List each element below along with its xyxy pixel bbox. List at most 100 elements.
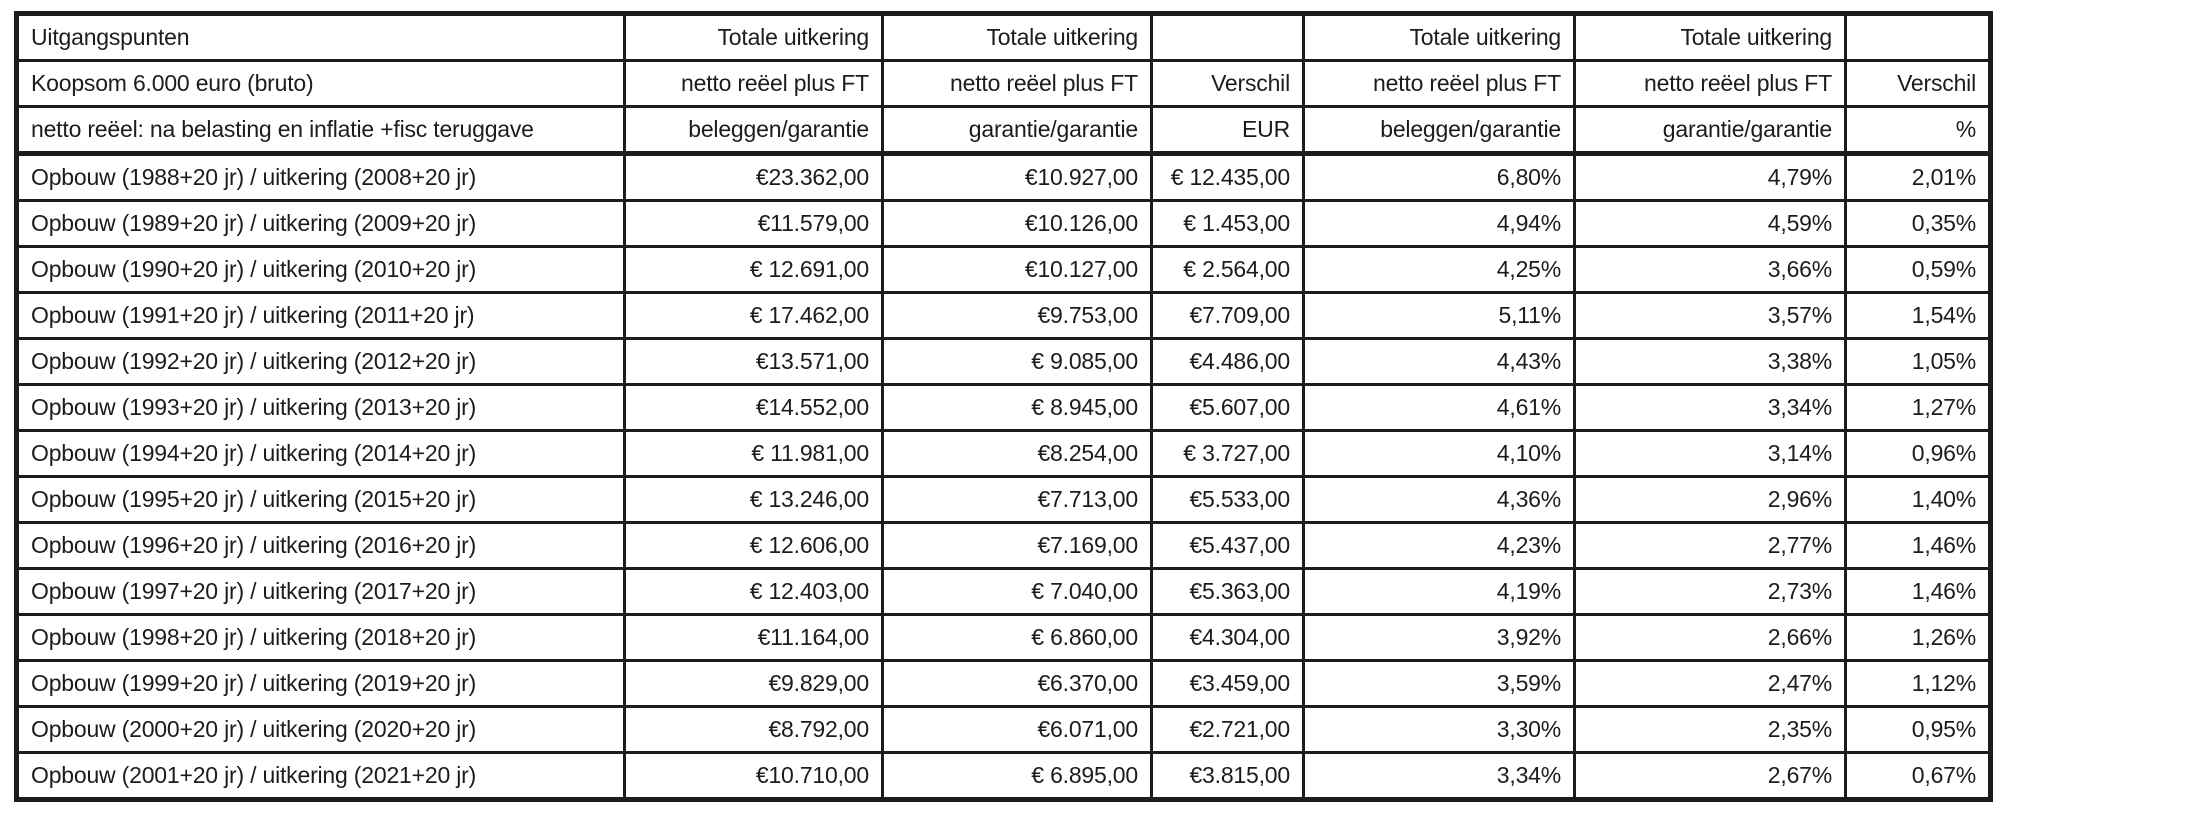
header-blank-2	[1844, 12, 1992, 62]
totale-uitkering-garantie-pct-cell: 3,38%	[1573, 337, 1847, 386]
header-netto-reeel-definitie: netto reëel: na belasting en inflatie +f…	[15, 105, 626, 156]
totale-uitkering-beleggen-eur-cell: € 17.462,00	[623, 291, 884, 340]
row-label-cell: Opbouw (2001+20 jr) / uitkering (2021+20…	[15, 751, 626, 801]
totale-uitkering-garantie-pct-cell: 2,67%	[1573, 751, 1847, 801]
totale-uitkering-garantie-eur-cell: €6.071,00	[881, 705, 1153, 754]
table-header: Uitgangspunten Totale uitkering Totale u…	[15, 12, 1992, 156]
verschil-pct-cell: 1,46%	[1844, 567, 1992, 616]
header-verschil-1: Verschil	[1150, 59, 1305, 108]
verschil-pct-cell: 1,54%	[1844, 291, 1992, 340]
totale-uitkering-garantie-eur-cell: €10.126,00	[881, 199, 1153, 248]
totale-uitkering-beleggen-pct-cell: 6,80%	[1302, 152, 1576, 202]
verschil-eur-cell: €4.486,00	[1150, 337, 1305, 386]
header-netto-reeel-ft-4: netto reëel plus FT	[1573, 59, 1847, 108]
row-label-cell: Opbouw (1995+20 jr) / uitkering (2015+20…	[15, 475, 626, 524]
row-label-cell: Opbouw (1989+20 jr) / uitkering (2009+20…	[15, 199, 626, 248]
table-row: Opbouw (1998+20 jr) / uitkering (2018+20…	[15, 613, 1992, 662]
header-row-netto-reeel: netto reëel: na belasting en inflatie +f…	[15, 105, 1992, 156]
totale-uitkering-beleggen-pct-cell: 3,59%	[1302, 659, 1576, 708]
verschil-eur-cell: €2.721,00	[1150, 705, 1305, 754]
totale-uitkering-garantie-eur-cell: €9.753,00	[881, 291, 1153, 340]
verschil-eur-cell: € 1.453,00	[1150, 199, 1305, 248]
table-row: Opbouw (1996+20 jr) / uitkering (2016+20…	[15, 521, 1992, 570]
verschil-eur-cell: €3.459,00	[1150, 659, 1305, 708]
totale-uitkering-beleggen-pct-cell: 4,25%	[1302, 245, 1576, 294]
header-eur-unit: EUR	[1150, 105, 1305, 156]
header-totale-uitkering-4: Totale uitkering	[1573, 12, 1847, 62]
table-row: Opbouw (2001+20 jr) / uitkering (2021+20…	[15, 751, 1992, 801]
header-garantie-garantie-1: garantie/garantie	[881, 105, 1153, 156]
header-netto-reeel-ft-2: netto reëel plus FT	[881, 59, 1153, 108]
totale-uitkering-beleggen-pct-cell: 4,36%	[1302, 475, 1576, 524]
totale-uitkering-beleggen-pct-cell: 5,11%	[1302, 291, 1576, 340]
totale-uitkering-garantie-pct-cell: 2,73%	[1573, 567, 1847, 616]
totale-uitkering-garantie-eur-cell: € 6.860,00	[881, 613, 1153, 662]
totale-uitkering-beleggen-eur-cell: € 12.403,00	[623, 567, 884, 616]
verschil-eur-cell: € 3.727,00	[1150, 429, 1305, 478]
totale-uitkering-beleggen-eur-cell: €8.792,00	[623, 705, 884, 754]
header-pct-unit: %	[1844, 105, 1992, 156]
verschil-eur-cell: €5.607,00	[1150, 383, 1305, 432]
verschil-eur-cell: €5.363,00	[1150, 567, 1305, 616]
totale-uitkering-beleggen-eur-cell: € 12.606,00	[623, 521, 884, 570]
header-totale-uitkering-1: Totale uitkering	[623, 12, 884, 62]
totale-uitkering-garantie-eur-cell: €10.927,00	[881, 152, 1153, 202]
totale-uitkering-garantie-eur-cell: €7.713,00	[881, 475, 1153, 524]
totale-uitkering-garantie-pct-cell: 3,14%	[1573, 429, 1847, 478]
totale-uitkering-beleggen-pct-cell: 3,34%	[1302, 751, 1576, 801]
totale-uitkering-garantie-pct-cell: 3,34%	[1573, 383, 1847, 432]
header-totale-uitkering-2: Totale uitkering	[881, 12, 1153, 62]
row-label-cell: Opbouw (1998+20 jr) / uitkering (2018+20…	[15, 613, 626, 662]
table-row: Opbouw (1992+20 jr) / uitkering (2012+20…	[15, 337, 1992, 386]
verschil-pct-cell: 1,40%	[1844, 475, 1992, 524]
table-body: Opbouw (1988+20 jr) / uitkering (2008+20…	[15, 152, 1992, 801]
totale-uitkering-garantie-pct-cell: 2,47%	[1573, 659, 1847, 708]
totale-uitkering-beleggen-pct-cell: 4,43%	[1302, 337, 1576, 386]
totale-uitkering-beleggen-eur-cell: €14.552,00	[623, 383, 884, 432]
totale-uitkering-garantie-pct-cell: 4,59%	[1573, 199, 1847, 248]
row-label-cell: Opbouw (1999+20 jr) / uitkering (2019+20…	[15, 659, 626, 708]
totale-uitkering-garantie-eur-cell: €7.169,00	[881, 521, 1153, 570]
totale-uitkering-garantie-eur-cell: €6.370,00	[881, 659, 1153, 708]
table-row: Opbouw (2000+20 jr) / uitkering (2020+20…	[15, 705, 1992, 754]
verschil-eur-cell: € 12.435,00	[1150, 152, 1305, 202]
document-page: Uitgangspunten Totale uitkering Totale u…	[14, 11, 1993, 802]
table-row: Opbouw (1995+20 jr) / uitkering (2015+20…	[15, 475, 1992, 524]
header-garantie-garantie-2: garantie/garantie	[1573, 105, 1847, 156]
header-beleggen-garantie-2: beleggen/garantie	[1302, 105, 1576, 156]
table-row: Opbouw (1991+20 jr) / uitkering (2011+20…	[15, 291, 1992, 340]
header-netto-reeel-ft-1: netto reëel plus FT	[623, 59, 884, 108]
totale-uitkering-garantie-eur-cell: € 9.085,00	[881, 337, 1153, 386]
verschil-eur-cell: €5.533,00	[1150, 475, 1305, 524]
verschil-eur-cell: €5.437,00	[1150, 521, 1305, 570]
header-koopsom: Koopsom 6.000 euro (bruto)	[15, 59, 626, 108]
row-label-cell: Opbouw (1990+20 jr) / uitkering (2010+20…	[15, 245, 626, 294]
table-row: Opbouw (1993+20 jr) / uitkering (2013+20…	[15, 383, 1992, 432]
verschil-pct-cell: 1,27%	[1844, 383, 1992, 432]
verschil-eur-cell: €4.304,00	[1150, 613, 1305, 662]
table-row: Opbouw (1990+20 jr) / uitkering (2010+20…	[15, 245, 1992, 294]
totale-uitkering-beleggen-eur-cell: €10.710,00	[623, 751, 884, 801]
header-netto-reeel-ft-3: netto reëel plus FT	[1302, 59, 1576, 108]
verschil-pct-cell: 0,96%	[1844, 429, 1992, 478]
header-blank-1	[1150, 12, 1305, 62]
totale-uitkering-beleggen-eur-cell: €9.829,00	[623, 659, 884, 708]
totale-uitkering-beleggen-eur-cell: € 12.691,00	[623, 245, 884, 294]
totale-uitkering-beleggen-pct-cell: 4,19%	[1302, 567, 1576, 616]
table-row: Opbouw (1989+20 jr) / uitkering (2009+20…	[15, 199, 1992, 248]
row-label-cell: Opbouw (1996+20 jr) / uitkering (2016+20…	[15, 521, 626, 570]
totale-uitkering-beleggen-eur-cell: € 11.981,00	[623, 429, 884, 478]
verschil-pct-cell: 0,35%	[1844, 199, 1992, 248]
row-label-cell: Opbouw (1992+20 jr) / uitkering (2012+20…	[15, 337, 626, 386]
row-label-cell: Opbouw (1991+20 jr) / uitkering (2011+20…	[15, 291, 626, 340]
header-row-titles: Uitgangspunten Totale uitkering Totale u…	[15, 12, 1992, 62]
header-verschil-2: Verschil	[1844, 59, 1992, 108]
header-row-koopsom: Koopsom 6.000 euro (bruto) netto reëel p…	[15, 59, 1992, 108]
totale-uitkering-beleggen-pct-cell: 3,30%	[1302, 705, 1576, 754]
totale-uitkering-garantie-pct-cell: 2,77%	[1573, 521, 1847, 570]
totale-uitkering-beleggen-pct-cell: 4,10%	[1302, 429, 1576, 478]
totale-uitkering-garantie-pct-cell: 4,79%	[1573, 152, 1847, 202]
totale-uitkering-garantie-pct-cell: 3,57%	[1573, 291, 1847, 340]
totale-uitkering-beleggen-eur-cell: € 13.246,00	[623, 475, 884, 524]
row-label-cell: Opbouw (2000+20 jr) / uitkering (2020+20…	[15, 705, 626, 754]
